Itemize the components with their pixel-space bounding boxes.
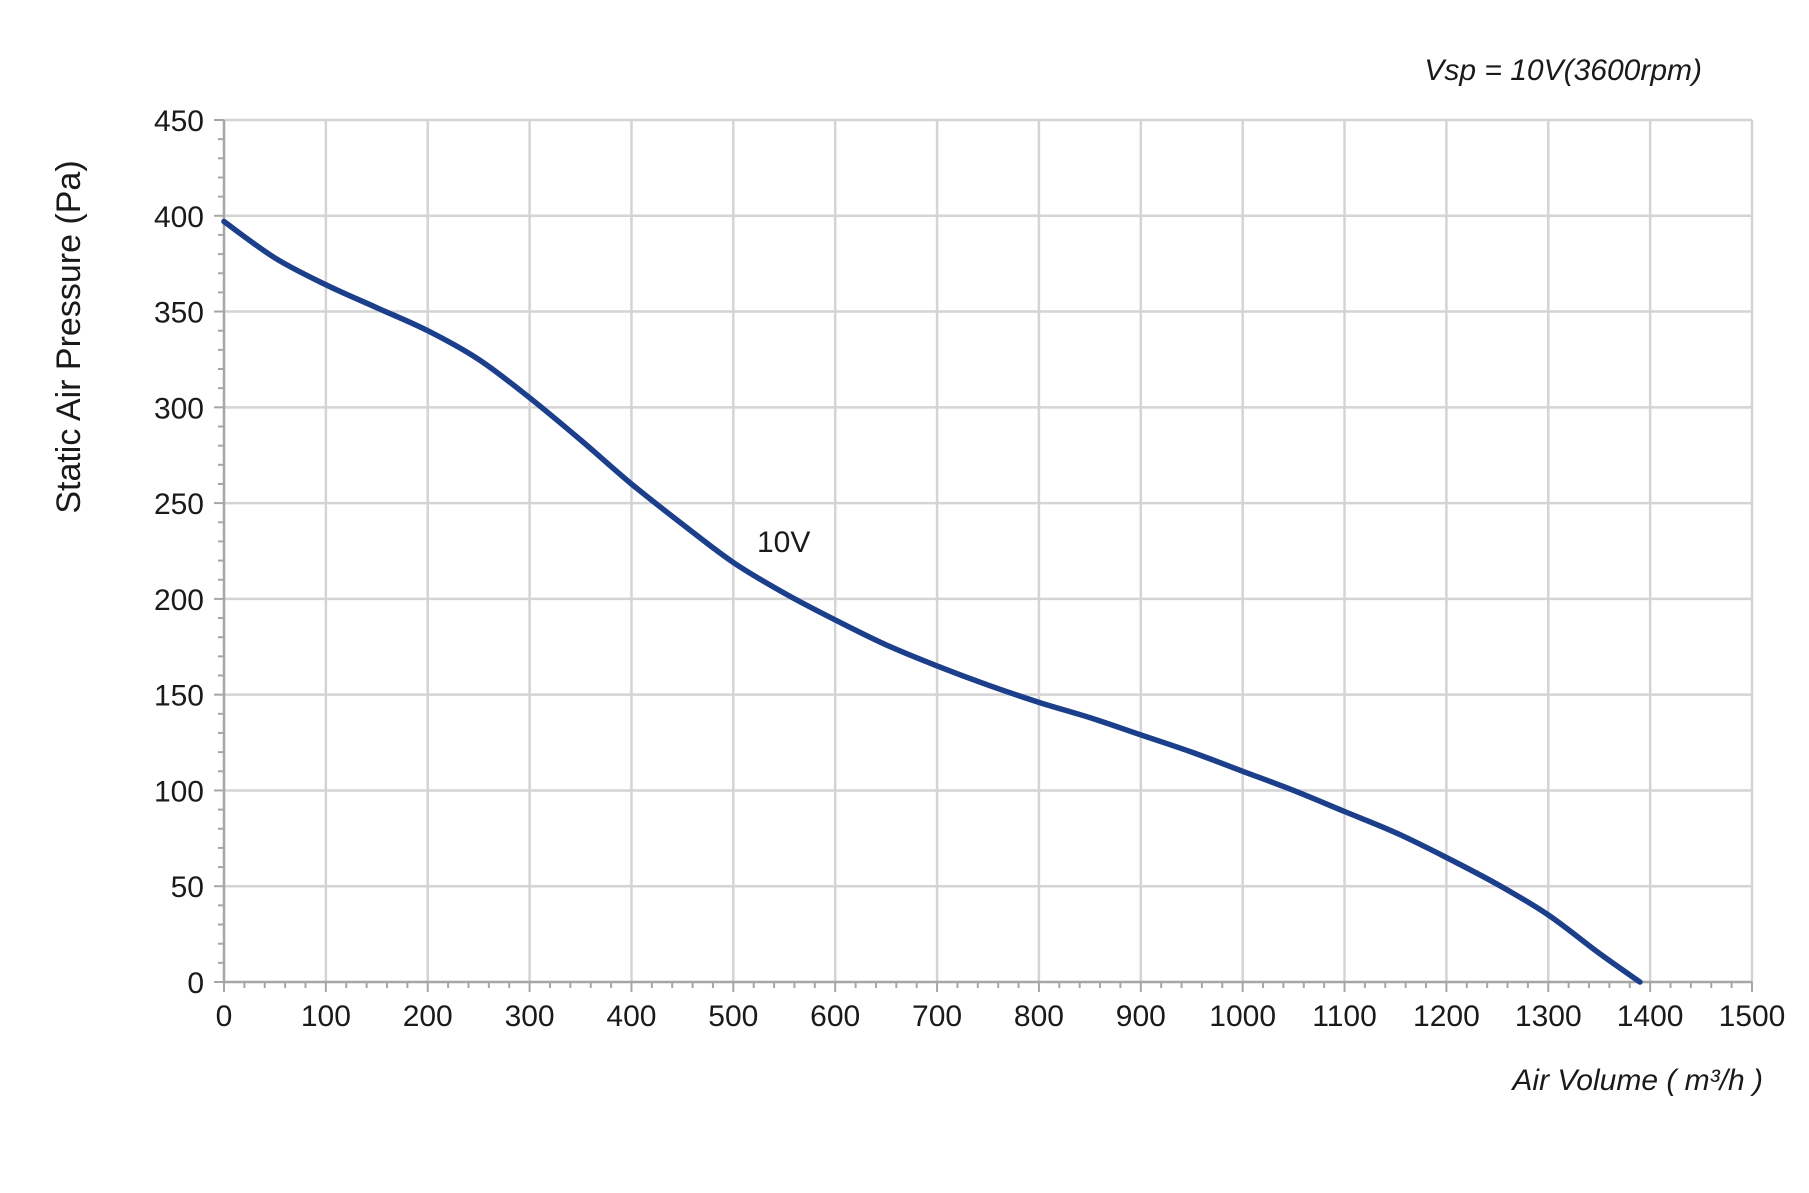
- x-tick-label: 1100: [1312, 1000, 1377, 1033]
- x-tick-label: 200: [403, 1000, 453, 1033]
- y-tick-label: 400: [154, 201, 204, 234]
- x-tick-label: 700: [912, 1000, 962, 1033]
- series-lines: [221, 218, 1643, 985]
- y-tick-label: 200: [154, 584, 204, 617]
- y-tick-label: 250: [154, 488, 204, 521]
- x-tick-labels: 0 100 200 300 400 500 600 700 800 900 1000 1100 1200…: [216, 1000, 1786, 1033]
- x-tick-label: 1200: [1413, 1000, 1480, 1033]
- x-tick-label: 900: [1116, 1000, 1166, 1033]
- x-tick-label: 1400: [1617, 1000, 1684, 1033]
- grid-lines: [224, 118, 1754, 982]
- x-tick-label: 1000: [1209, 1000, 1276, 1033]
- x-tick-label: 0: [216, 1000, 233, 1033]
- y-tick-label: 350: [154, 297, 204, 330]
- y-tick-labels: 0 50 100 150 200 250 300 350 400 450: [154, 105, 204, 1000]
- x-tick-label: 100: [301, 1000, 351, 1033]
- x-axis-title: Air Volume ( m³/h ): [1510, 1064, 1763, 1097]
- x-tick-label: 600: [810, 1000, 860, 1033]
- series-line-10v: [221, 218, 1643, 985]
- x-tick-label: 800: [1014, 1000, 1064, 1033]
- x-tick-label: 400: [606, 1000, 656, 1033]
- y-tick-label: 100: [154, 775, 204, 808]
- y-tick-label: 150: [154, 680, 204, 713]
- x-tick-label: 300: [505, 1000, 555, 1033]
- y-tick-label: 50: [171, 871, 204, 904]
- x-tick-label: 1500: [1719, 1000, 1786, 1033]
- minor-ticks: [214, 119, 1753, 992]
- y-axis-title: Static Air Pressure (Pa): [50, 160, 88, 513]
- annotation-text: Vsp = 10V(3600rpm): [1424, 54, 1702, 87]
- y-tick-label: 0: [187, 967, 204, 1000]
- axes: [222, 120, 1752, 984]
- y-tick-label: 450: [154, 105, 204, 138]
- x-tick-label: 500: [708, 1000, 758, 1033]
- x-tick-label: 1300: [1515, 1000, 1582, 1033]
- y-tick-label: 300: [154, 392, 204, 425]
- series-label-10v: 10V: [757, 526, 810, 559]
